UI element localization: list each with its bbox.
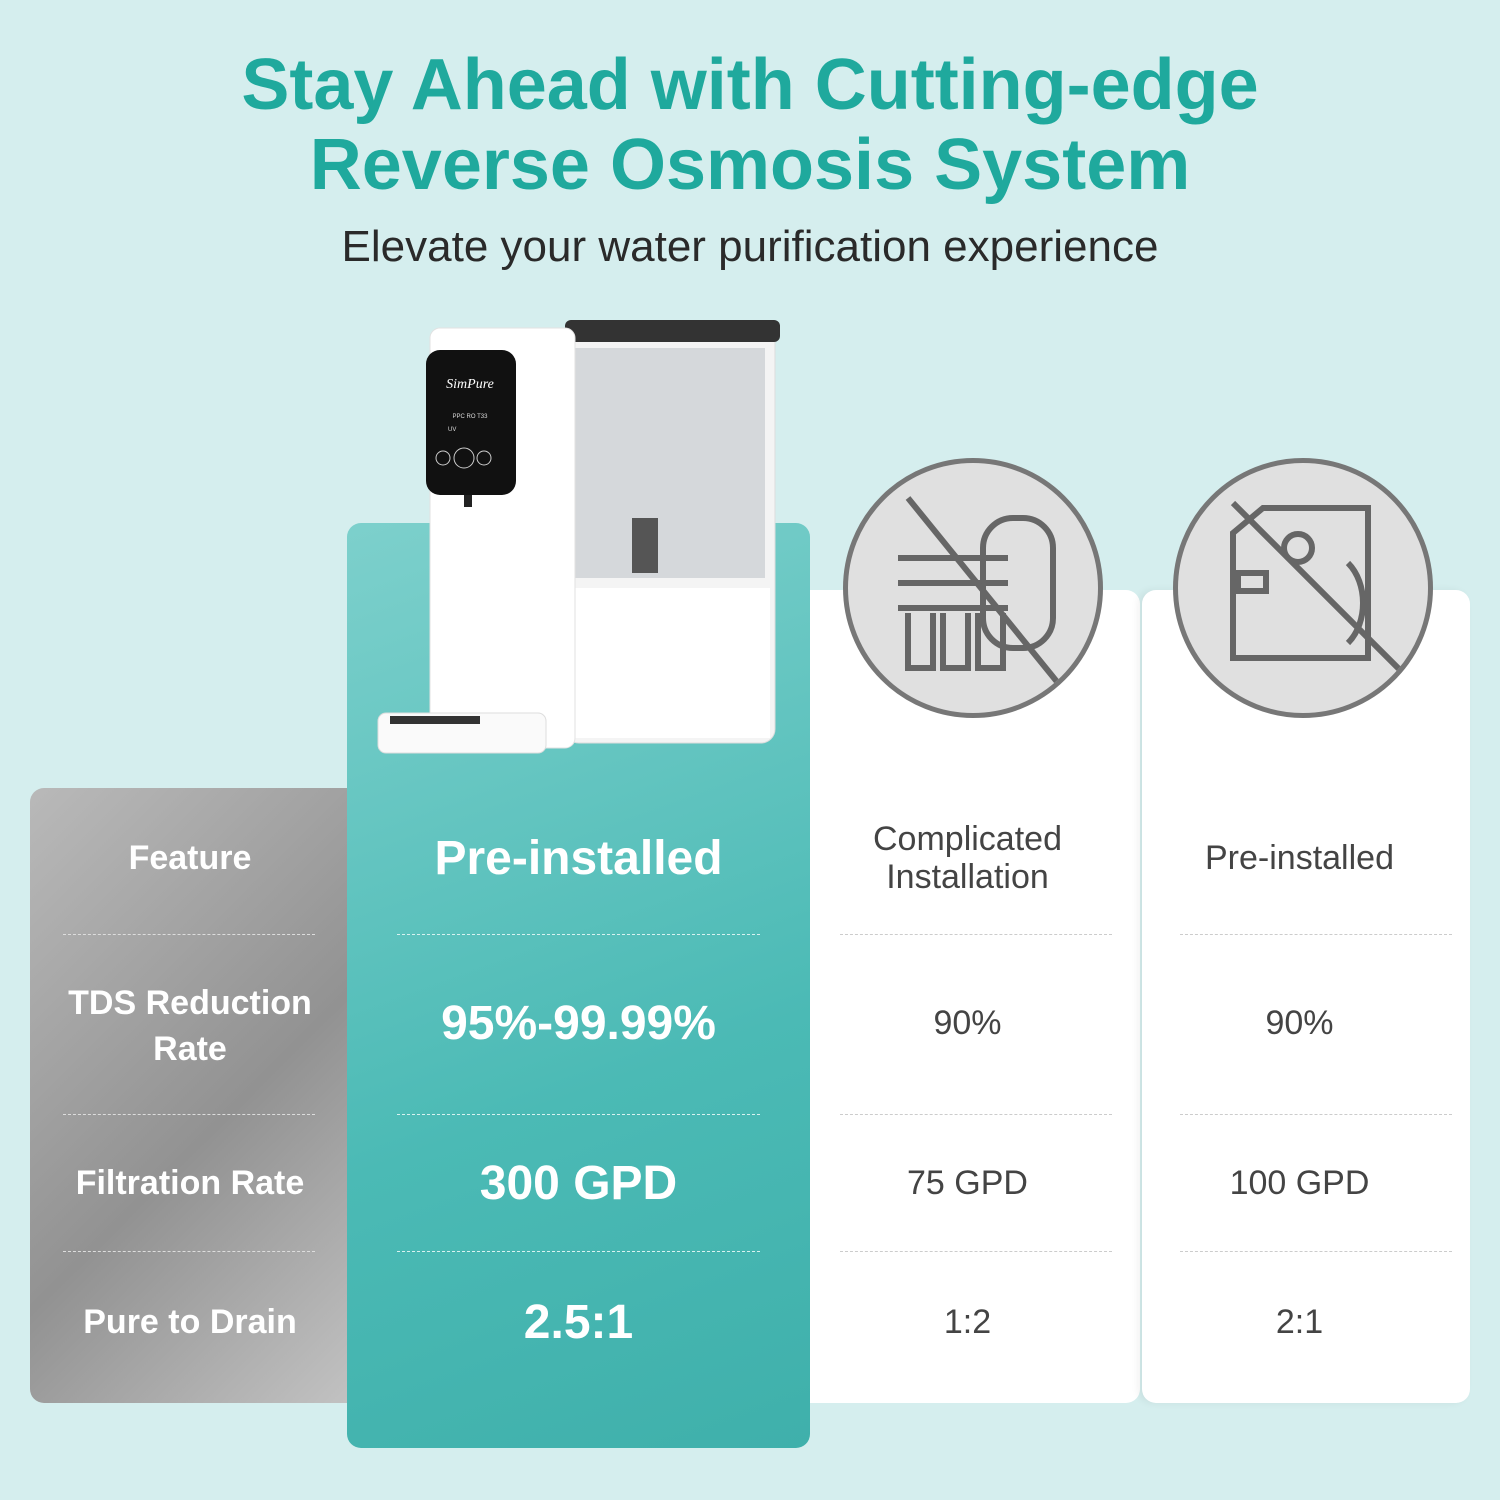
countertop-ro-crossed-icon	[1173, 458, 1433, 718]
divider	[397, 1114, 760, 1115]
divider	[397, 934, 760, 935]
under-sink-ro-crossed-icon	[843, 458, 1103, 718]
row-label-pure-to-drain: Pure to Drain	[83, 1303, 297, 1341]
row-label-filtration: Filtration Rate	[75, 1164, 305, 1202]
divider	[840, 934, 1112, 935]
simpure-tds: 95%-99.99%	[441, 996, 716, 1050]
divider	[1180, 1114, 1452, 1115]
countertop-installation: Pre-installed	[1205, 839, 1394, 877]
headline-line-2: Reverse Osmosis System	[309, 125, 1191, 205]
divider	[63, 1251, 315, 1252]
subtitle: Elevate your water purification experien…	[341, 222, 1159, 271]
divider	[840, 1114, 1112, 1115]
svg-text:PPC RO T33: PPC RO T33	[453, 414, 489, 420]
row-label-feature: Feature	[128, 839, 252, 877]
headline-line-1: Stay Ahead with Cutting-edge	[241, 45, 1259, 125]
svg-text:UV: UV	[448, 427, 456, 433]
divider	[1180, 1251, 1452, 1252]
row-label-tds: TDS Reduction Rate	[68, 983, 312, 1068]
countertop-tds: 90%	[1265, 1004, 1334, 1042]
divider	[63, 934, 315, 935]
divider	[397, 1251, 760, 1252]
simpure-installation: Pre-installed	[434, 831, 723, 885]
divider	[1180, 934, 1452, 935]
simpure-dispenser-image: SimPure PPC RO T33 UV	[377, 320, 780, 754]
divider	[840, 1251, 1112, 1252]
feature-label-column	[30, 788, 370, 1403]
countertop-filtration: 100 GPD	[1229, 1164, 1370, 1202]
under-sink-column	[810, 590, 1140, 1403]
brand-logo: SimPure	[446, 377, 494, 392]
countertop-pure-to-drain: 2:1	[1275, 1303, 1324, 1341]
countertop-column	[1142, 590, 1470, 1403]
simpure-filtration: 300 GPD	[479, 1156, 678, 1210]
under-sink-installation: Complicated Installation	[873, 820, 1062, 896]
simpure-pure-to-drain: 2.5:1	[523, 1295, 634, 1349]
under-sink-pure-to-drain: 1:2	[943, 1303, 992, 1341]
under-sink-tds: 90%	[933, 1004, 1002, 1042]
under-sink-filtration: 75 GPD	[907, 1164, 1028, 1202]
divider	[63, 1114, 315, 1115]
